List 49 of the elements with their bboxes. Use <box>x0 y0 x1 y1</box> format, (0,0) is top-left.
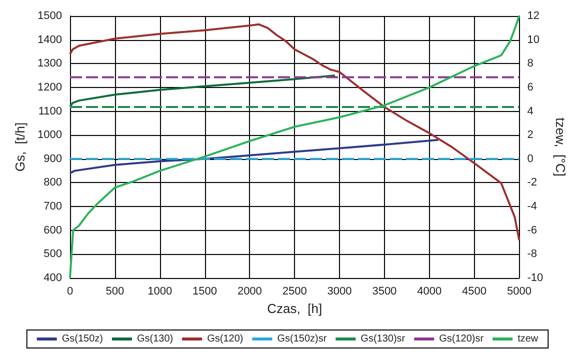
line-series <box>69 138 440 174</box>
y2-tick-label: 0 <box>527 152 534 165</box>
y-tick-label: 800 <box>44 176 62 189</box>
x-tick-label: 2000 <box>237 286 262 298</box>
line-series <box>69 23 520 242</box>
x-axis-title: Czas, [h] <box>267 301 322 316</box>
y2-tick-label: -10 <box>527 272 544 284</box>
x-tick-label: 500 <box>106 286 124 298</box>
y-tick-label: 500 <box>44 248 62 260</box>
x-tick-label: 1500 <box>192 286 218 298</box>
legend-label: Gs(130)sr <box>360 334 406 344</box>
y2-tick-label: 6 <box>527 81 534 94</box>
y-tick-label: 700 <box>44 200 62 213</box>
legend-label: tzew <box>518 334 539 344</box>
x-tick-label: 0 <box>66 286 74 298</box>
y-tick-label: 1300 <box>38 58 62 70</box>
y2-tick-label: 12 <box>527 10 540 22</box>
y-axis-title: Gs, [t/h] <box>12 122 28 172</box>
x-tick-label: 4500 <box>462 286 487 298</box>
y2-tick-label: -4 <box>527 200 537 213</box>
y-tick-label: 1200 <box>38 81 62 94</box>
y-tick-label: 400 <box>44 272 62 284</box>
x-tick-label: 3000 <box>327 286 352 298</box>
y-tick-label: 1400 <box>38 34 62 46</box>
line-series <box>69 74 336 108</box>
y2-tick-label: -8 <box>527 248 537 260</box>
legend-label: Gs(130) <box>136 334 174 344</box>
y2-tick-label: 4 <box>527 105 534 118</box>
legend-label: Gs(150z)sr <box>277 334 328 344</box>
y2-tick-label: -2 <box>527 176 537 189</box>
x-tick-label: 5000 <box>506 286 532 298</box>
legend-label: Gs(120) <box>207 334 244 344</box>
y2-axis-title: tzew, [°C] <box>553 118 568 176</box>
x-tick-label: 4000 <box>417 286 442 298</box>
y-tick-label: 1100 <box>38 105 62 118</box>
y2-tick-label: 2 <box>527 129 534 142</box>
y2-tick-label: 8 <box>527 58 534 70</box>
x-tick-label: 3500 <box>372 286 397 298</box>
y-tick-label: 1000 <box>38 129 62 142</box>
y-tick-label: 1500 <box>38 10 62 22</box>
legend-label: Gs(150z) <box>62 334 103 344</box>
y2-tick-label: 10 <box>527 34 540 46</box>
x-tick-label: 1000 <box>148 286 172 298</box>
y-tick-label: 900 <box>44 152 62 165</box>
x-tick-label: 2500 <box>282 286 307 298</box>
y-tick-label: 600 <box>44 224 62 236</box>
y2-tick-label: -6 <box>527 224 537 236</box>
line-series <box>69 15 520 279</box>
legend-label: Gs(120)sr <box>439 334 484 344</box>
